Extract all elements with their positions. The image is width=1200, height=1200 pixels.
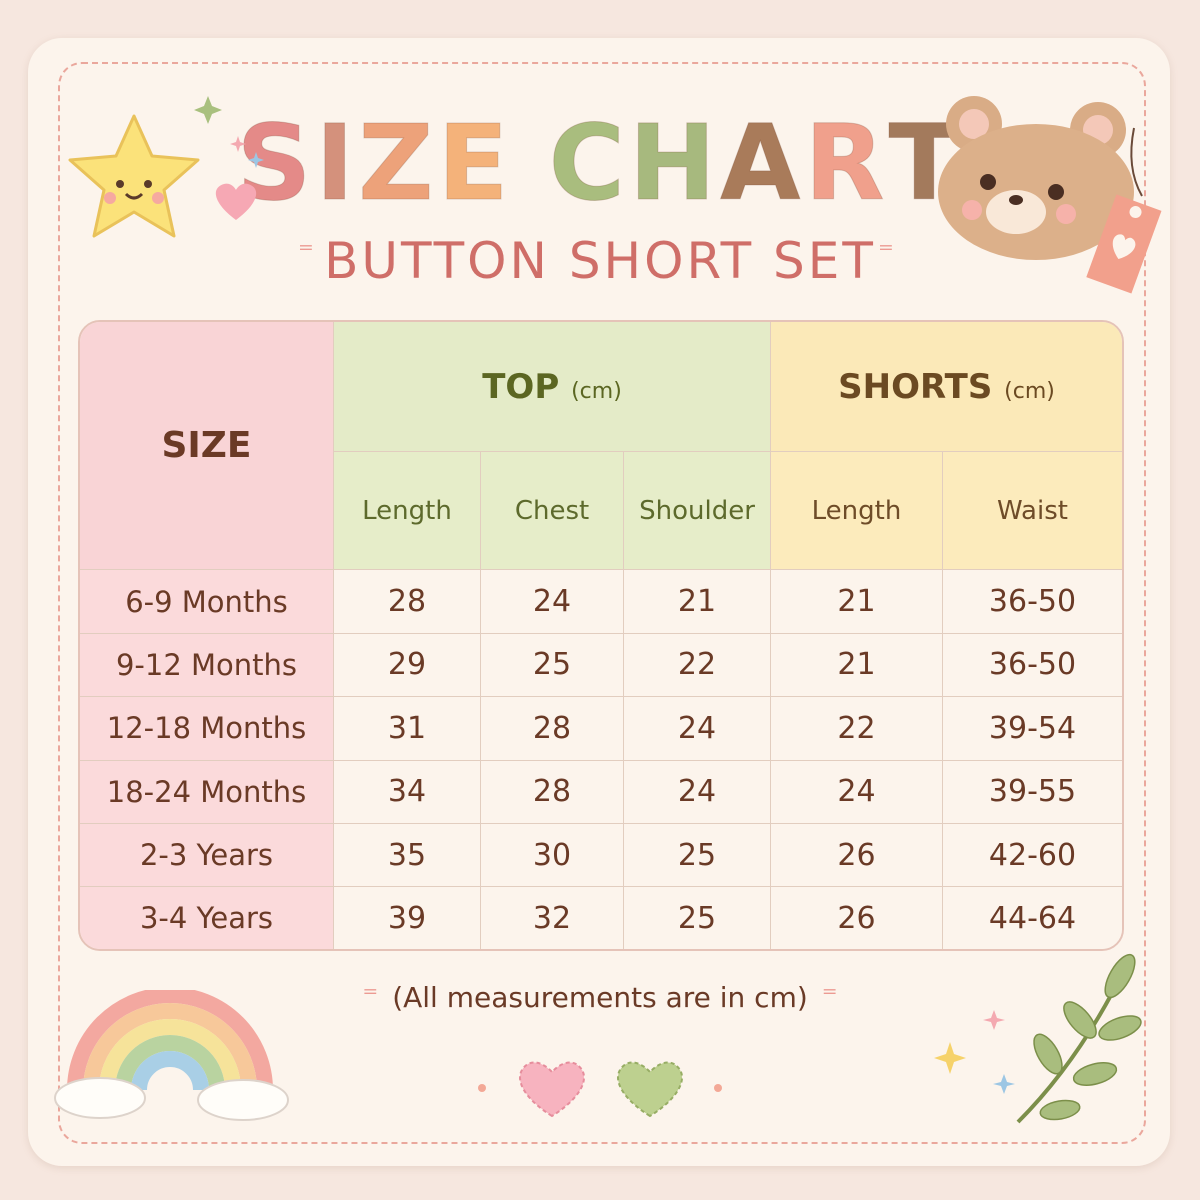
value-cell: 28 [481, 760, 624, 824]
title-letter: Z [358, 102, 438, 225]
value-cell: 39-54 [943, 697, 1122, 761]
value-cell: 36-50 [943, 633, 1122, 698]
measurement-note: ⁼ (All measurements are in cm) ⁼ [362, 980, 838, 1015]
value-cell: 42-60 [943, 823, 1122, 888]
value-cell: 21 [624, 570, 771, 634]
column-header: Length [334, 452, 481, 571]
size-header: SIZE [80, 322, 334, 571]
value-cell: 26 [771, 887, 943, 949]
value-cell: 39-55 [943, 760, 1122, 824]
sparkle-icon [194, 96, 264, 220]
rainbow-icon [54, 990, 289, 1121]
value-cell: 28 [334, 570, 481, 634]
value-cell: 25 [624, 887, 771, 949]
title-letter: E [437, 102, 513, 225]
value-cell: 26 [771, 823, 943, 888]
size-cell: 9-12 Months [80, 633, 334, 698]
column-header: Length [771, 452, 943, 571]
size-cell: 3-4 Years [80, 887, 334, 949]
decorative-tick: ⁼ [878, 236, 894, 271]
decorative-tick: ⁼ [298, 236, 314, 271]
leaf-branch-icon [934, 953, 1142, 1124]
size-cell: 2-3 Years [80, 823, 334, 888]
value-cell: 29 [334, 633, 481, 698]
star-icon [68, 114, 200, 238]
value-cell: 24 [624, 760, 771, 824]
value-cell: 21 [771, 633, 943, 698]
value-cell: 25 [624, 823, 771, 888]
subtitle: BUTTON SHORT SET [324, 232, 876, 290]
column-header: Chest [481, 452, 624, 571]
column-header: Shoulder [624, 452, 771, 571]
value-cell: 32 [481, 887, 624, 949]
size-table: SIZE TOP (cm) SHORTS (cm) Length Chest S… [78, 320, 1124, 951]
table-row: 12-18 Months 31 28 24 22 39-54 [80, 697, 1122, 761]
value-cell: 35 [334, 823, 481, 888]
value-cell: 34 [334, 760, 481, 824]
value-cell: 24 [771, 760, 943, 824]
size-cell: 6-9 Months [80, 570, 334, 634]
title-letter: H [628, 102, 720, 225]
size-cell: 12-18 Months [80, 697, 334, 761]
title-letter: C [548, 102, 629, 225]
shorts-group-header: SHORTS (cm) [771, 322, 1122, 453]
table-row: 9-12 Months 29 25 22 21 36-50 [80, 633, 1122, 698]
value-cell: 24 [624, 697, 771, 761]
value-cell: 36-50 [943, 570, 1122, 634]
value-cell: 24 [481, 570, 624, 634]
value-cell: 31 [334, 697, 481, 761]
table-row: 3-4 Years 39 32 25 26 44-64 [80, 887, 1122, 949]
title-letter: R [804, 102, 889, 225]
size-cell: 18-24 Months [80, 760, 334, 824]
value-cell: 21 [771, 570, 943, 634]
value-cell: 28 [481, 697, 624, 761]
bear-icon [938, 96, 1162, 294]
table-row: 18-24 Months 34 28 24 24 39-55 [80, 760, 1122, 824]
dashed-border [58, 62, 1146, 1144]
value-cell: 22 [771, 697, 943, 761]
value-cell: 22 [624, 633, 771, 698]
title-letter: A [719, 102, 805, 225]
value-cell: 25 [481, 633, 624, 698]
table-row: 2-3 Years 35 30 25 26 42-60 [80, 823, 1122, 888]
top-group-header: TOP (cm) [334, 322, 771, 453]
hearts-icon [478, 1061, 722, 1118]
value-cell: 30 [481, 823, 624, 888]
value-cell: 44-64 [943, 887, 1122, 949]
column-header: Waist [943, 452, 1122, 571]
table-row: 6-9 Months 28 24 21 21 36-50 [80, 570, 1122, 634]
title-letter: I [315, 102, 359, 225]
value-cell: 39 [334, 887, 481, 949]
